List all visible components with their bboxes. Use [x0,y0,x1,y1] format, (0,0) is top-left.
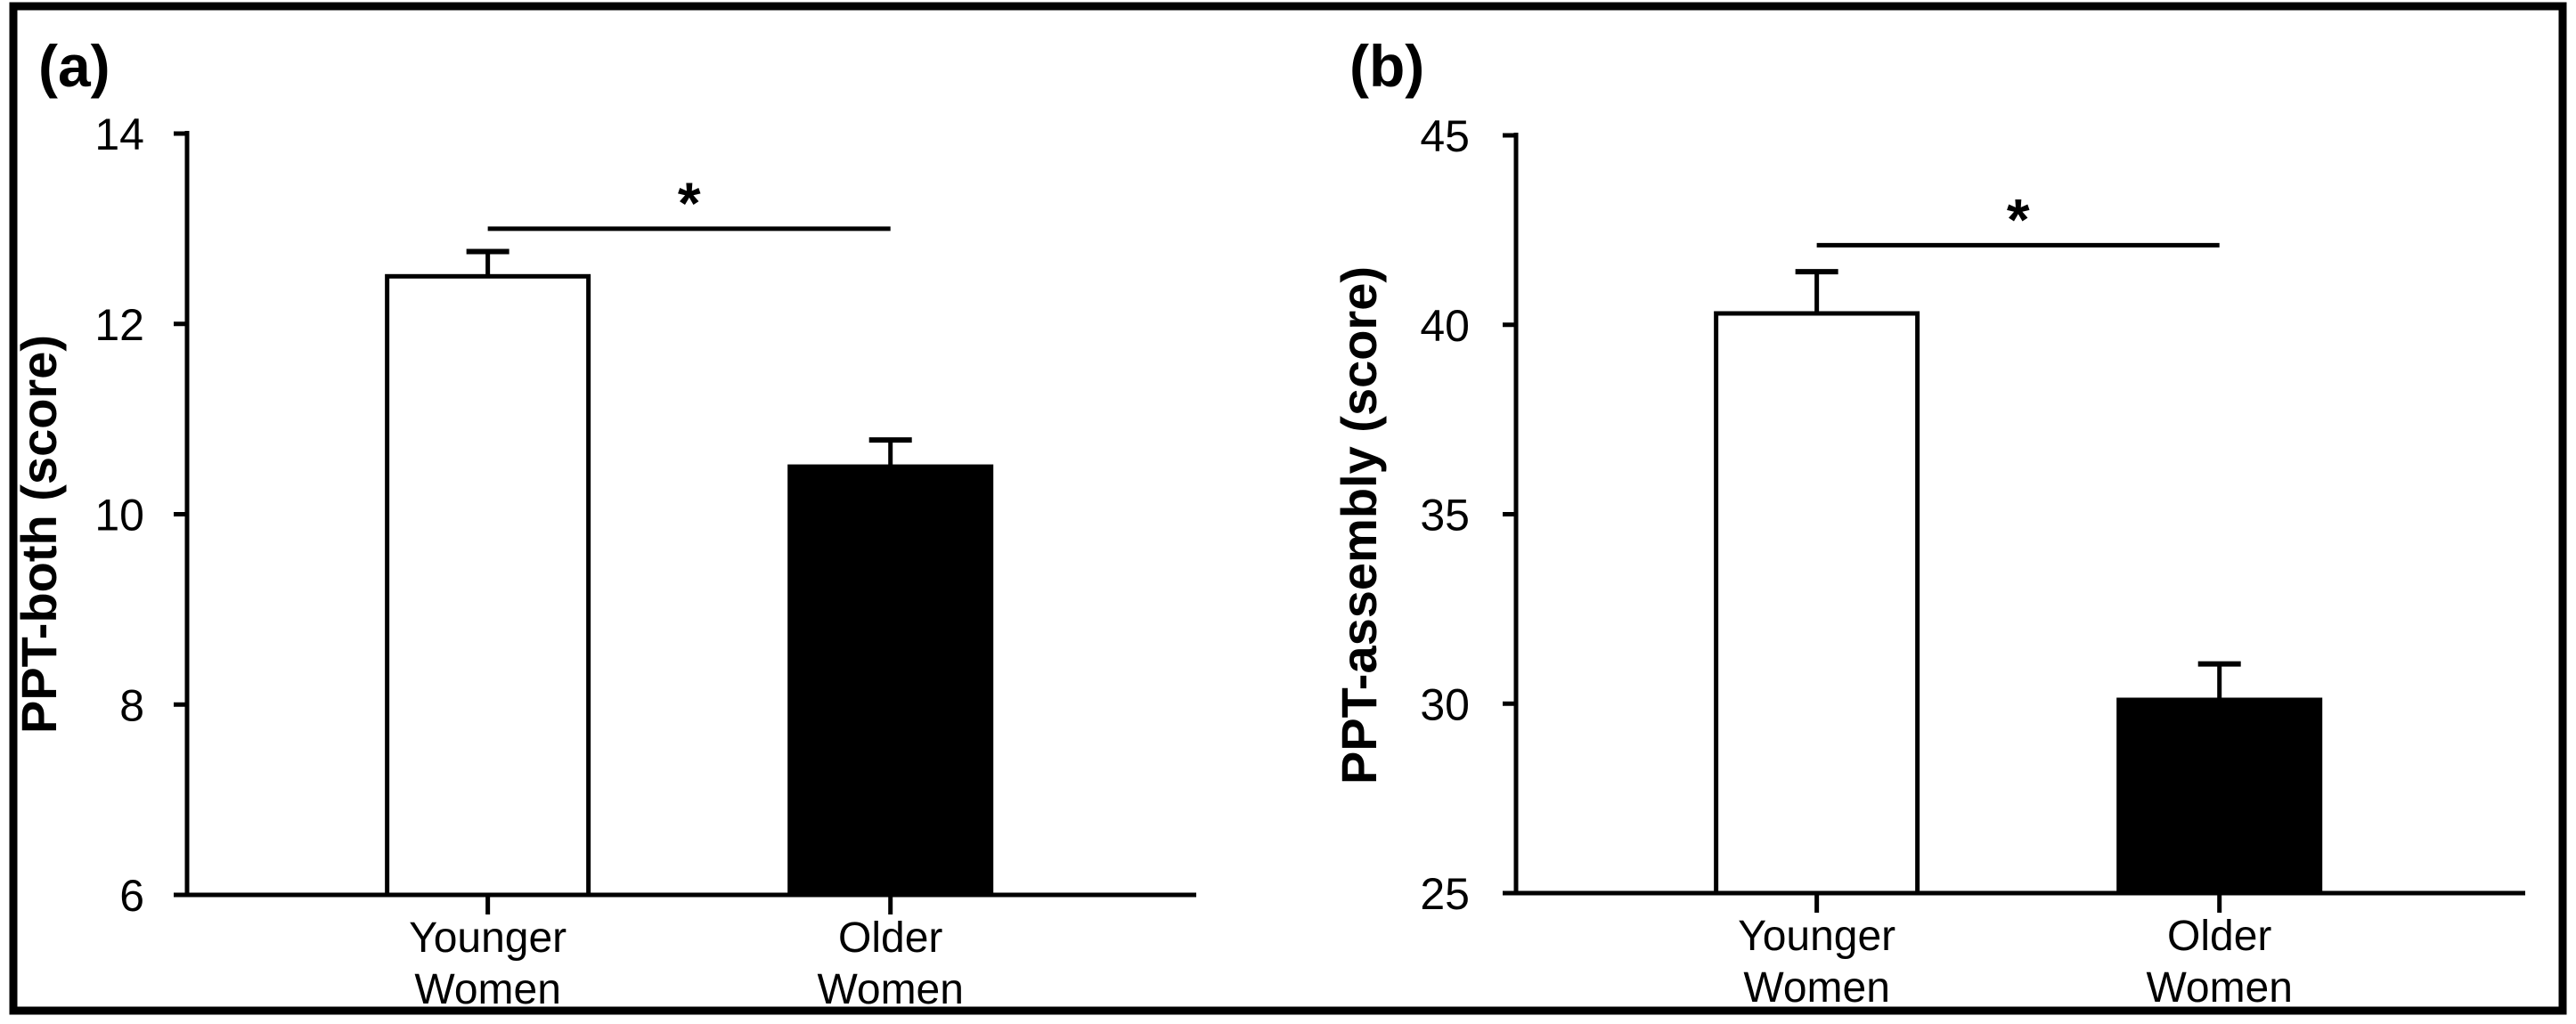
category-label-older-women: Older [2167,913,2271,960]
y-tick-label: 10 [94,491,144,540]
y-axis-title: PPT-both (score) [11,335,67,734]
category-label-older-women: Older [838,914,942,962]
category-label-younger-women: Younger [1738,913,1895,960]
category-label-younger-women: Women [414,966,561,1013]
category-label-younger-women: Women [1743,964,1890,1012]
y-tick-label: 6 [119,871,144,921]
panel-b: (b) PPT-assembly (score) 45 40 35 30 25 Younger… [1331,33,2525,1012]
bar-younger-women [385,273,591,898]
bar-younger-women [1714,311,1920,896]
significance-star: * [678,170,701,236]
y-tick-label: 40 [1420,301,1470,351]
bar-older-women [787,464,994,898]
y-tick-label: 8 [119,680,144,730]
category-label-younger-women: Younger [409,914,567,962]
y-tick-label: 30 [1420,679,1470,729]
y-tick-label: 14 [94,110,144,159]
y-tick-label: 25 [1420,869,1470,919]
bar-older-women [2116,697,2323,896]
panel-label: (a) [38,33,110,99]
y-tick-label: 12 [94,300,144,350]
category-label-older-women: Women [2146,964,2293,1012]
panel-label: (b) [1349,33,1424,99]
y-tick-label: 45 [1420,111,1470,161]
y-tick-label: 35 [1420,491,1470,540]
figure-border [9,2,2567,1015]
panel-a: (a)PPT-both (score)14121086YoungerWomenO… [11,33,1196,1013]
y-axis-title: PPT-assembly (score) [1331,266,1387,784]
category-label-older-women: Women [817,966,964,1013]
significance-star: * [2007,186,2030,252]
